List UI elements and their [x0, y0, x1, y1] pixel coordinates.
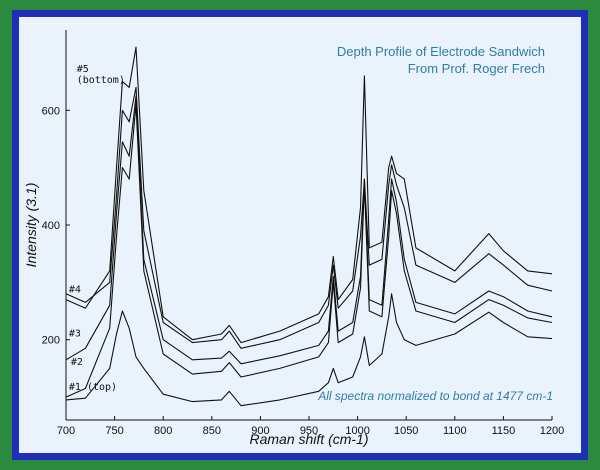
chart-title-line: Depth Profile of Electrode Sandwich — [337, 44, 545, 59]
series-line-1 — [65, 293, 553, 407]
normalization-note: All spectra normalized to bond at 1477 c… — [317, 389, 553, 403]
labels: Depth Profile of Electrode Sandwich From … — [69, 44, 553, 403]
x-tick-label: 1000 — [345, 425, 369, 437]
trace-label: #5 — [77, 64, 89, 75]
trace-label: (bottom) — [77, 75, 125, 86]
y-tick-label: 200 — [42, 335, 60, 347]
series-line-3 — [65, 95, 553, 365]
x-tick-label: 900 — [251, 425, 269, 437]
x-tick-label: 950 — [300, 425, 318, 437]
trace-label: #3 — [69, 328, 81, 339]
chart-title-line: From Prof. Roger Frech — [408, 61, 545, 76]
series-line-4 — [65, 86, 553, 349]
x-tick-label: 700 — [57, 425, 75, 437]
series-line-5 — [65, 46, 553, 344]
x-tick-label: 850 — [203, 425, 221, 437]
y-tick-label: 400 — [42, 220, 60, 232]
trace-label: #1 (top) — [69, 382, 117, 393]
trace-label: #4 — [69, 285, 81, 296]
y-axis-label: Intensity (3.1) — [23, 183, 39, 268]
x-tick-label: 800 — [154, 425, 172, 437]
x-tick-label: 750 — [105, 425, 123, 437]
trace-label: #2 — [71, 357, 83, 368]
traces — [65, 46, 553, 407]
axes: 700 750 800 850 900 950 1000 1050 1100 1150 1200 20… — [23, 30, 564, 447]
x-axis-label: Raman shift (cm-1) — [249, 431, 368, 447]
x-tick-label: 1100 — [443, 425, 467, 437]
x-tick-label: 1150 — [492, 425, 516, 437]
y-tick-label: 600 — [42, 105, 60, 117]
x-tick-label: 1050 — [394, 425, 418, 437]
x-tick-label: 1200 — [540, 425, 564, 437]
